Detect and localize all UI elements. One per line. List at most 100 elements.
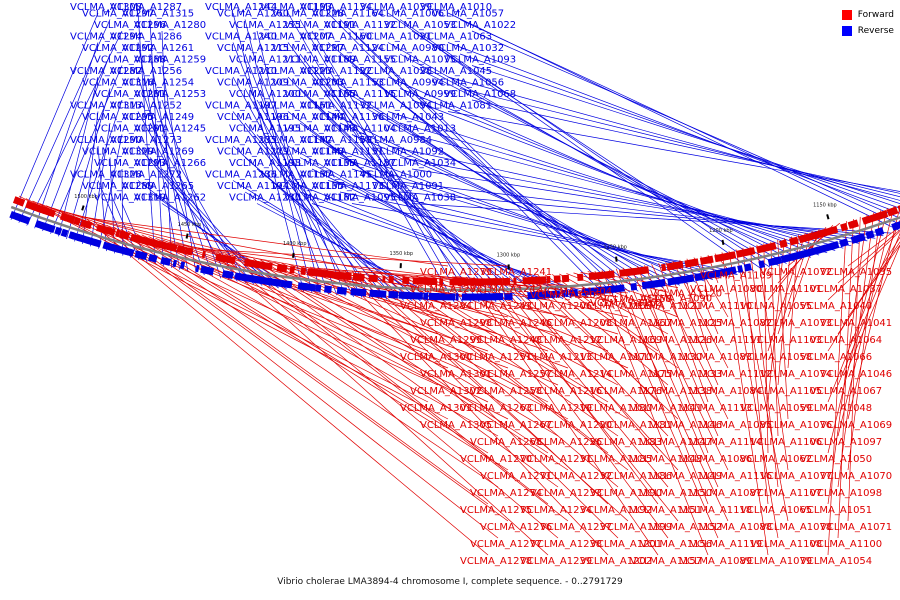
- leader-line: [90, 122, 111, 247]
- reverse-gene: [172, 259, 178, 268]
- leader-line: [224, 253, 569, 522]
- gene-label: VCLMA_A1173: [312, 181, 384, 192]
- gene-label: VCLMA_A1138: [640, 386, 712, 397]
- gene-label: VCLMA_A1303: [400, 403, 472, 414]
- forward-gene: [730, 251, 737, 260]
- gene-label: VCLMA_A1034: [384, 158, 456, 169]
- gene-label: VCLMA_A1132: [324, 20, 396, 31]
- reverse-gene: [777, 256, 783, 264]
- gene-label: VCLMA_A1180: [580, 403, 652, 414]
- legend-forward-label: Forward: [857, 10, 894, 20]
- reverse-gene: [676, 276, 685, 285]
- gene-label: VCLMA_A1245: [134, 124, 206, 135]
- leader-line: [827, 230, 900, 301]
- gene-label: VCLMA_A1155: [324, 55, 396, 66]
- reverse-gene: [758, 260, 766, 269]
- leader-line: [256, 203, 446, 303]
- reverse-gene: [356, 288, 367, 297]
- leader-line: [847, 216, 861, 522]
- leader-line: [559, 273, 669, 335]
- gene-label: VCLMA_A1161: [260, 101, 332, 112]
- gene-label: VCLMA_A1199: [600, 522, 672, 533]
- leader-line: [411, 99, 820, 256]
- leader-line: [837, 205, 895, 437]
- gene-label: VCLMA_A1069: [820, 420, 892, 431]
- gene-label: VCLMA_A1080: [690, 284, 762, 295]
- gene-label: VCLMA_A1257: [480, 369, 552, 380]
- gene-label: VCLMA_A1278: [460, 556, 532, 567]
- gene-label: VCLMA_A1046: [820, 369, 892, 380]
- forward-gene: [265, 262, 273, 271]
- gene-label: VCLMA_A1287: [110, 2, 182, 13]
- gene-label: VCLMA_A1055: [740, 301, 812, 312]
- gene-label: VCLMA_A1000: [360, 170, 432, 181]
- gene-label: VCLMA_A1251: [460, 352, 532, 363]
- gene-label: VCLMA_A1300: [400, 352, 472, 363]
- reverse-gene: [830, 241, 840, 250]
- forward-gene: [588, 272, 595, 281]
- gene-label: VCLMA_A1182: [284, 193, 356, 204]
- gene-label: VCLMA_A0980: [372, 43, 444, 54]
- gene-label: VCLMA_A1288: [94, 55, 166, 66]
- gene-label: VCLMA_A1170: [580, 352, 652, 363]
- gene-label: VCLMA_A1124: [312, 43, 384, 54]
- reverse-gene: [310, 283, 316, 292]
- reverse-gene: [195, 264, 200, 273]
- leader-line: [693, 257, 729, 318]
- leader-line: [827, 219, 900, 403]
- gene-label: VCLMA_A1189: [284, 55, 356, 66]
- gene-label: VCLMA_A1243: [460, 301, 532, 312]
- gene-label: VCLMA_A1302: [410, 386, 482, 397]
- gene-label: VCLMA_A1232: [540, 471, 612, 482]
- leader-line: [411, 134, 844, 249]
- gene-label: VCLMA_A1108: [750, 539, 822, 550]
- reverse-gene: [148, 253, 158, 263]
- leader-line: [339, 88, 664, 289]
- gene-label: VCLMA_A1241: [480, 267, 552, 278]
- forward-gene: [289, 266, 296, 274]
- leader-line: [827, 207, 888, 454]
- reverse-gene: [688, 274, 695, 283]
- forward-gene: [806, 233, 813, 242]
- gene-label: VCLMA_A1037: [810, 284, 882, 295]
- leader-line: [847, 226, 900, 267]
- leader-line: [387, 274, 619, 437]
- gene-label: VCLMA_A1203: [272, 78, 344, 89]
- gene-label: VCLMA_A1160: [300, 32, 372, 43]
- gene-label: VCLMA_A1284: [400, 301, 472, 312]
- gene-label: VCLMA_A1219: [520, 403, 592, 414]
- gene-label: VCLMA_A1085: [700, 420, 772, 431]
- gene-label: VCLMA_A1319: [94, 193, 166, 204]
- gene-label: VCLMA_A1064: [810, 335, 882, 346]
- gene-label: VCLMA_A1252: [110, 101, 182, 112]
- forward-gene: [866, 213, 878, 223]
- gene-label: VCLMA_A1070: [820, 471, 892, 482]
- gene-label: VCLMA_A1315: [122, 9, 194, 20]
- gene-label: VCLMA_A1215: [217, 43, 289, 54]
- reverse-gene: [56, 227, 63, 236]
- leader-line: [58, 76, 99, 237]
- leader-line: [679, 259, 709, 352]
- gene-label: VCLMA_A1098: [810, 488, 882, 499]
- forward-gene: [229, 256, 236, 265]
- leader-line: [351, 65, 647, 291]
- gene-label: VCLMA_A1265: [122, 181, 194, 192]
- forward-gene: [186, 247, 193, 256]
- gene-label: VCLMA_A1135: [272, 181, 344, 192]
- gene-label: VCLMA_A1079: [740, 556, 812, 567]
- gene-label: VCLMA_A1053: [384, 20, 456, 31]
- reverse-gene: [253, 275, 262, 284]
- forward-gene: [690, 258, 698, 267]
- kbp-tick: [81, 205, 85, 211]
- forward-gene: [714, 254, 721, 263]
- leader-line: [66, 88, 111, 240]
- gene-label: VCLMA_A1140: [272, 147, 344, 158]
- gene-label: VCLMA_A1145: [300, 170, 372, 181]
- leader-line: [509, 276, 659, 454]
- leader-line: [299, 122, 539, 301]
- leader-line: [523, 275, 679, 420]
- leader-line: [352, 271, 629, 522]
- leader-line: [447, 76, 900, 201]
- gene-label: VCLMA_A1231: [520, 454, 592, 465]
- gene-label: VCLMA_A1271: [480, 471, 552, 482]
